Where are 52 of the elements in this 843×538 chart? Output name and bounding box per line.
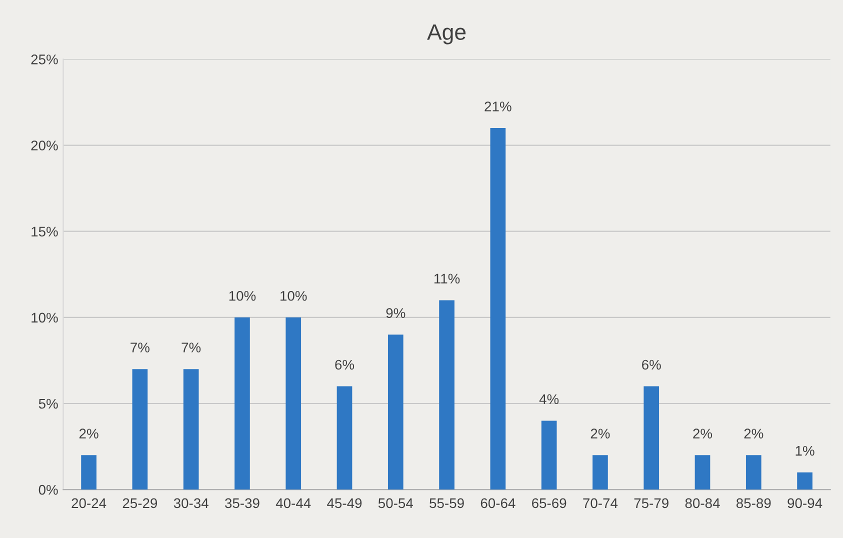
x-tick-label: 70-74 [583,498,618,508]
data-label: 2% [590,428,610,438]
bar [644,386,660,490]
bar [797,472,812,490]
x-tick-label: 35-39 [224,498,260,508]
data-label: 2% [79,428,98,438]
x-tick-label: 30-34 [174,498,208,508]
bar [541,420,557,490]
x-tick-label: 25-29 [122,498,158,508]
y-tick-label: 10% [32,312,58,323]
y-tick-label: 25% [31,54,58,64]
x-tick-label: 50-54 [378,498,414,508]
data-label: 4% [539,394,559,404]
x-tick-label: 75-79 [634,498,668,508]
x-tick-label: 40-44 [276,498,311,508]
bar [81,455,96,490]
data-label: 7% [130,342,150,352]
bar [183,369,199,490]
data-label: 10% [280,290,307,301]
x-tick-label: 80-84 [685,498,720,508]
y-tick-label: 0% [38,484,58,495]
bar [234,317,250,490]
data-label: 9% [386,308,406,318]
data-label: 2% [744,428,764,438]
x-tick-label: 85-89 [736,498,771,508]
bar [132,369,148,490]
x-tick-label: 55-59 [430,498,464,508]
y-tick-label: 20% [31,140,58,150]
x-tick-label: 60-64 [480,498,516,508]
bar [388,334,404,490]
bar [490,128,506,490]
bar [286,317,302,490]
data-label: 1% [796,446,814,456]
data-label: 11% [434,274,460,284]
data-label: 6% [335,360,354,370]
x-tick-label: 90-94 [788,498,822,508]
bar [694,455,710,490]
data-label: 10% [229,290,256,301]
chart-title: Age [427,24,466,44]
bar [746,455,762,490]
data-label: 7% [182,342,201,352]
x-tick-label: 65-69 [532,498,566,508]
bar [336,386,352,490]
x-tick-label: 45-49 [327,498,362,508]
bar [439,300,454,490]
data-label: 6% [642,360,661,370]
data-label: 21% [484,102,512,112]
data-label: 2% [693,428,712,438]
y-tick-label: 5% [38,398,58,409]
y-tick-label: 15% [32,226,58,237]
x-tick-label: 20-24 [72,498,106,508]
bar [592,455,608,490]
